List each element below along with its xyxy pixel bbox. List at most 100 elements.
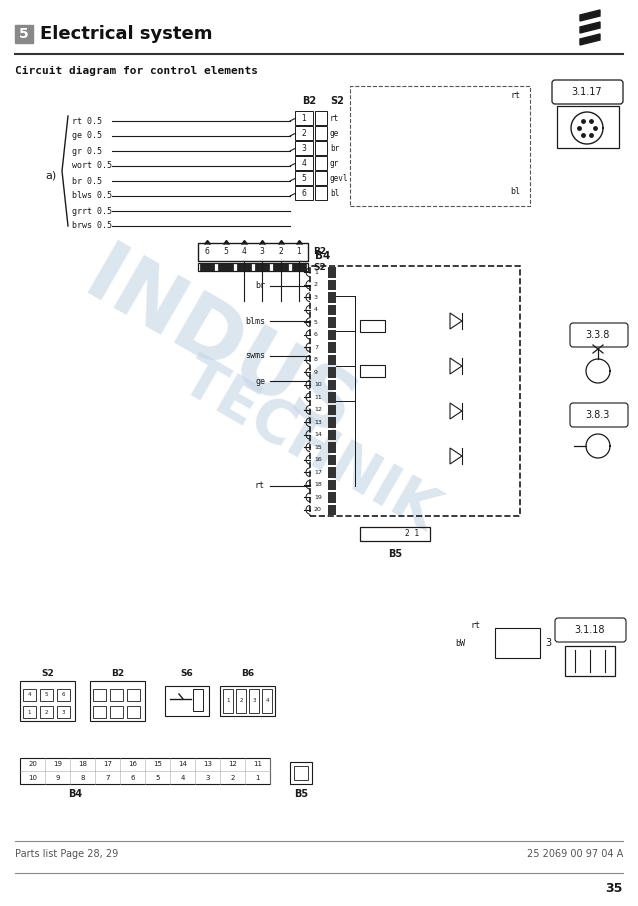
Text: blws 0.5: blws 0.5 — [72, 191, 112, 200]
Text: TECHNIK: TECHNIK — [172, 350, 449, 543]
Text: 4: 4 — [302, 159, 306, 168]
Bar — [328, 304, 336, 315]
Text: B4: B4 — [315, 251, 330, 261]
Text: B4: B4 — [68, 789, 82, 799]
Bar — [315, 171, 327, 185]
Text: 3: 3 — [61, 709, 64, 715]
Text: 18: 18 — [314, 482, 322, 487]
Text: 5: 5 — [302, 174, 306, 183]
Text: 3: 3 — [314, 294, 318, 300]
Bar — [20, 681, 75, 721]
Bar — [360, 320, 385, 332]
Bar — [328, 292, 336, 303]
Bar — [292, 263, 306, 271]
Bar — [565, 646, 615, 676]
Text: 15: 15 — [314, 445, 322, 449]
Bar — [350, 86, 530, 206]
Text: 3.1.18: 3.1.18 — [575, 625, 605, 635]
Text: 1: 1 — [297, 247, 301, 256]
Bar — [295, 111, 313, 125]
Text: bl: bl — [510, 187, 520, 196]
Text: 12: 12 — [228, 762, 237, 767]
Text: B2: B2 — [313, 247, 326, 256]
Bar — [328, 267, 336, 277]
Text: 15: 15 — [153, 762, 162, 767]
Bar — [290, 762, 312, 784]
Bar — [57, 706, 70, 718]
Bar — [165, 686, 209, 716]
Text: swms: swms — [245, 352, 265, 361]
Text: 2: 2 — [302, 129, 306, 138]
Text: 16: 16 — [314, 458, 322, 462]
Text: rt: rt — [330, 114, 339, 123]
Text: Parts list Page 28, 29: Parts list Page 28, 29 — [15, 849, 118, 859]
Text: S2: S2 — [313, 263, 326, 272]
Bar — [328, 317, 336, 327]
Text: Electrical system: Electrical system — [40, 25, 212, 43]
Bar — [295, 141, 313, 155]
Text: gr: gr — [330, 159, 339, 168]
Bar — [328, 367, 336, 378]
Text: 5: 5 — [155, 775, 160, 780]
Text: 1: 1 — [27, 709, 31, 715]
Bar — [557, 106, 619, 148]
Text: bW: bW — [455, 640, 465, 649]
Text: ge 0.5: ge 0.5 — [72, 131, 102, 140]
Bar — [198, 243, 308, 261]
Text: 6: 6 — [314, 333, 318, 337]
Text: 13: 13 — [203, 762, 212, 767]
Text: wort 0.5: wort 0.5 — [72, 161, 112, 170]
Text: B2: B2 — [112, 669, 124, 678]
Text: ge: ge — [255, 377, 265, 385]
Text: 14: 14 — [314, 432, 322, 438]
Text: br: br — [255, 282, 265, 291]
Text: 11: 11 — [253, 762, 262, 767]
Bar — [23, 706, 36, 718]
Bar — [328, 380, 336, 390]
Text: rt: rt — [510, 91, 520, 100]
Text: 35: 35 — [605, 882, 623, 894]
Text: 19: 19 — [53, 762, 62, 767]
Bar — [328, 342, 336, 352]
Polygon shape — [580, 22, 600, 33]
Text: ge: ge — [330, 129, 339, 138]
Text: 2: 2 — [44, 709, 48, 715]
Bar — [57, 689, 70, 701]
Text: 14: 14 — [178, 762, 187, 767]
Bar — [310, 266, 520, 516]
Text: 2: 2 — [278, 247, 283, 256]
Text: rt: rt — [470, 622, 480, 631]
Bar — [315, 111, 327, 125]
Text: S6: S6 — [181, 669, 193, 678]
Text: 16: 16 — [128, 762, 137, 767]
Bar — [127, 689, 140, 701]
Text: 3: 3 — [205, 775, 210, 780]
Bar — [200, 263, 214, 271]
Bar — [328, 505, 336, 515]
Bar — [315, 186, 327, 200]
Text: 17: 17 — [103, 762, 112, 767]
Bar — [328, 330, 336, 340]
Text: a): a) — [45, 171, 56, 181]
Bar — [328, 442, 336, 452]
Text: 1: 1 — [226, 699, 230, 703]
Text: 8: 8 — [314, 357, 318, 362]
Text: 5: 5 — [44, 692, 48, 698]
Text: 1: 1 — [255, 775, 260, 780]
Bar — [328, 429, 336, 440]
Bar — [360, 365, 385, 377]
Text: grrt 0.5: grrt 0.5 — [72, 207, 112, 216]
Text: 9: 9 — [56, 775, 60, 780]
Bar — [315, 126, 327, 140]
Bar — [193, 689, 203, 711]
Text: 20: 20 — [28, 762, 37, 767]
Text: INDUS: INDUS — [71, 236, 369, 456]
Text: gevl: gevl — [330, 174, 348, 183]
Text: 25 2069 00 97 04 A: 25 2069 00 97 04 A — [527, 849, 623, 859]
Text: 7: 7 — [314, 345, 318, 350]
Text: 11: 11 — [314, 395, 322, 400]
Bar — [40, 689, 53, 701]
Text: B5: B5 — [388, 549, 402, 559]
Bar — [20, 758, 270, 784]
Text: 3.8.3: 3.8.3 — [586, 410, 610, 420]
